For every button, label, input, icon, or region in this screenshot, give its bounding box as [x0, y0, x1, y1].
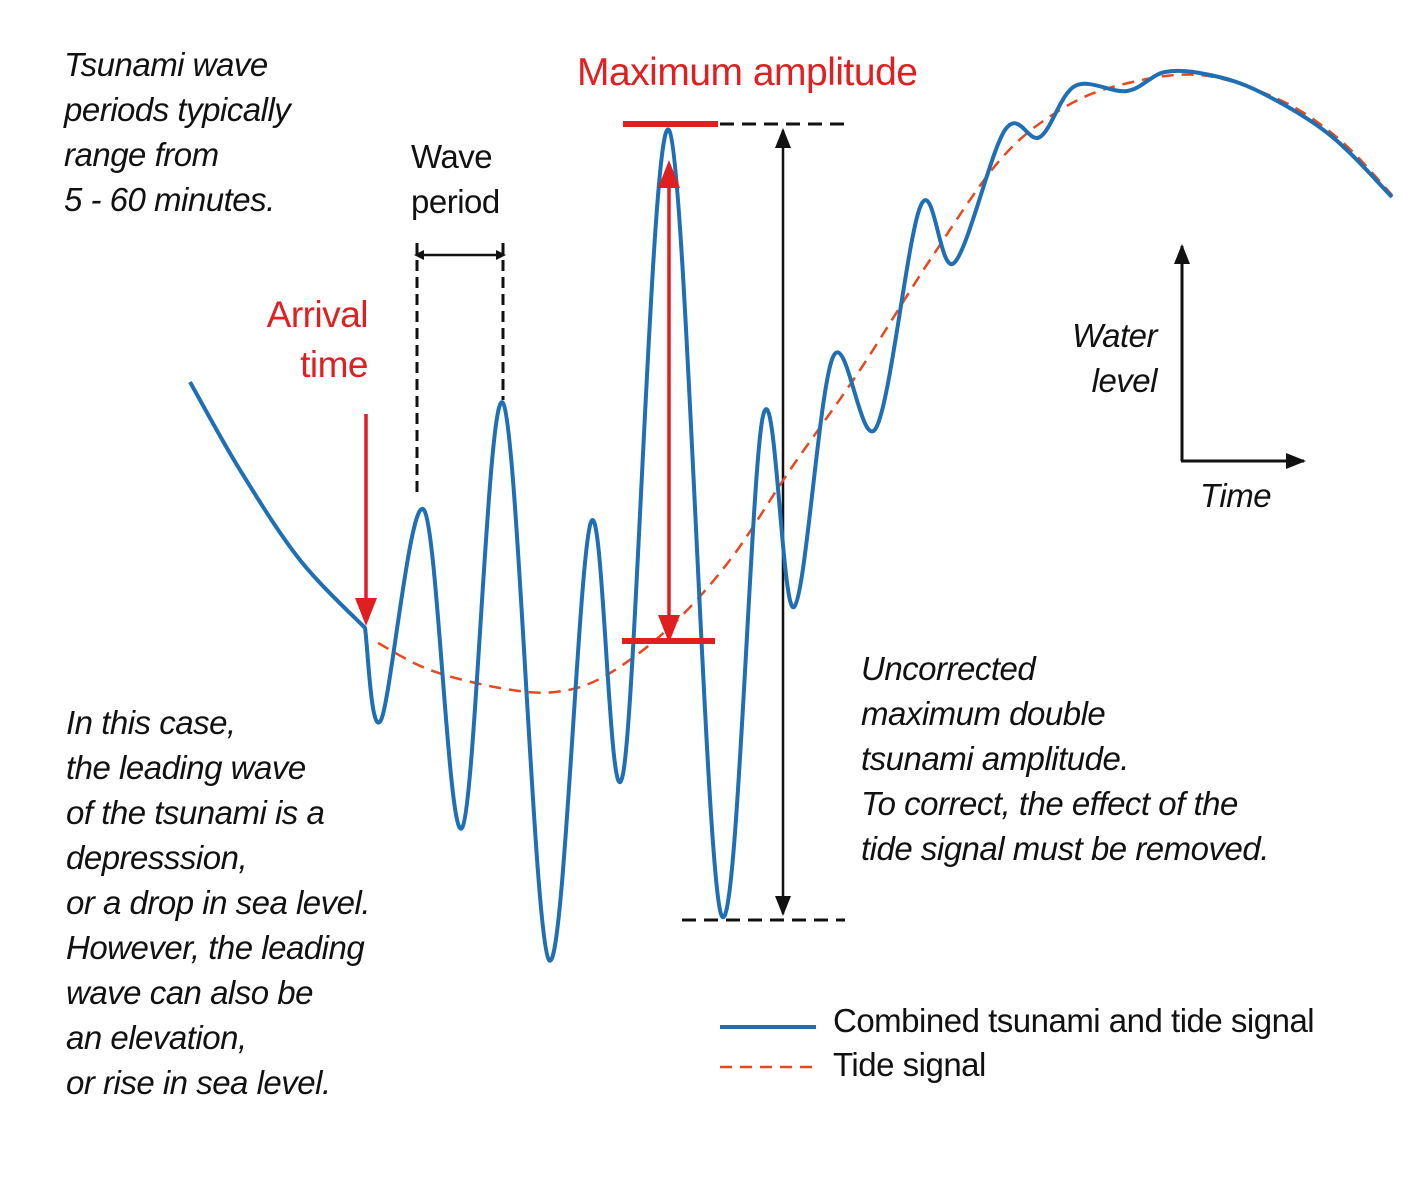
arrival-time-label: Arrival time — [266, 294, 369, 385]
tide-signal-line — [377, 73, 1393, 694]
wave-period-label: Wave period — [411, 138, 500, 220]
time-label: Time — [1200, 477, 1272, 514]
period-note: Tsunami wave periods typically range fro… — [64, 46, 291, 218]
max-amplitude-label: Maximum amplitude — [577, 51, 918, 94]
legend-combined-label: Combined tsunami and tide signal — [833, 1002, 1315, 1039]
combined-signal-line — [188, 68, 1394, 963]
water-level-label: Water level — [1072, 317, 1157, 399]
legend-tide-label: Tide signal — [833, 1046, 986, 1083]
leading-wave-note: In this case, the leading wave of the ts… — [66, 704, 371, 1101]
uncorrected-note: Uncorrected maximum double tsunami ampli… — [861, 650, 1269, 867]
